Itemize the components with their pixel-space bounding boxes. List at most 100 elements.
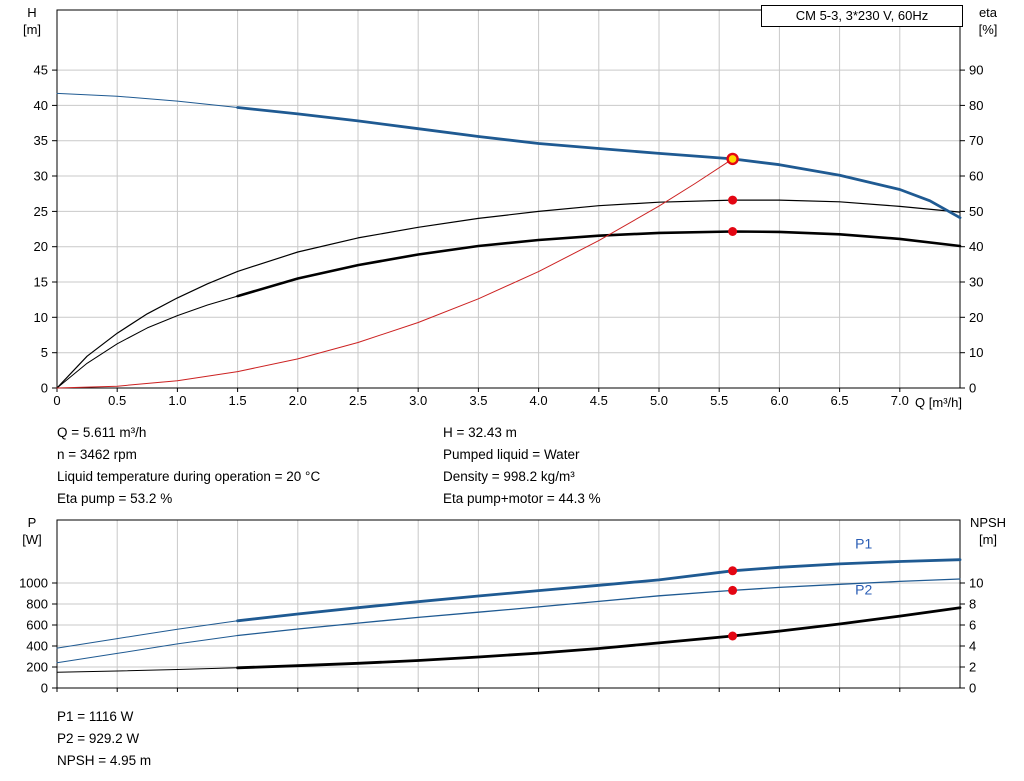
p-axis-symbol: P [27, 515, 37, 530]
info-liquid-temperature: Liquid temperature during operation = 20… [57, 469, 321, 484]
curve-system-curve [56, 158, 734, 389]
y-left-tick-label: 5 [41, 345, 48, 360]
info-density: Density = 998.2 kg/m³ [443, 469, 575, 484]
y-right-tick-label: 2 [969, 660, 976, 675]
x-tick-label: 0 [53, 393, 60, 408]
curve-p2-lead [56, 635, 239, 664]
x-tick-label: 5.0 [650, 393, 668, 408]
y-right-tick-label: 70 [969, 133, 983, 148]
marker-dot [728, 585, 738, 595]
y-left-tick-label: 15 [34, 275, 48, 290]
p-axis-unit: [W] [22, 532, 42, 547]
x-tick-label: 1.0 [168, 393, 186, 408]
x-tick-label: 7.0 [891, 393, 909, 408]
x-tick-label: 3.0 [409, 393, 427, 408]
marker-dot [728, 566, 738, 576]
curve-npsh [236, 606, 962, 670]
y-right-tick-label: 80 [969, 98, 983, 113]
q-axis-label: Q [m³/h] [915, 395, 962, 410]
plot-border [56, 9, 961, 389]
x-tick-label: 4.5 [590, 393, 608, 408]
info-pumped-liquid: Pumped liquid = Water [443, 447, 580, 462]
y-right-tick-label: 4 [969, 639, 976, 654]
y-left-tick-label: 200 [26, 660, 48, 675]
curve-hq [236, 106, 962, 220]
info-head: H = 32.43 m [443, 425, 517, 440]
curve-eta-pump-motor-lead [56, 295, 239, 389]
y-left-tick-label: 30 [34, 169, 48, 184]
y-right-tick-label: 40 [969, 239, 983, 254]
y-left-tick-label: 45 [34, 63, 48, 78]
y-left-tick-label: 40 [34, 98, 48, 113]
y-right-tick-label: 10 [969, 576, 983, 591]
y-left-tick-label: 20 [34, 239, 48, 254]
info-npsh: NPSH = 4.95 m [57, 753, 152, 768]
y-left-tick-label: 600 [26, 618, 48, 633]
p-axis-label: P [W] [12, 514, 52, 548]
head-eta-chart: 0 0.5 1.0 1.5 2.0 2.5 3.0 3.5 4.0 4.5 5.0 5.5 6.0 6.5… [34, 9, 983, 408]
y-left-tick-label: 400 [26, 639, 48, 654]
curve-eta-pump-motor [236, 230, 962, 298]
y-right-tick-label: 90 [969, 63, 983, 78]
h-axis-label: H [m] [12, 4, 52, 38]
marker-dot [728, 195, 738, 205]
curve-npsh-lead [56, 667, 239, 673]
y-left-tick-label: 1000 [19, 576, 48, 591]
y-right-tick-label: 60 [969, 169, 983, 184]
npsh-axis-label: NPSH [m] [958, 514, 1018, 548]
y-right-tick-label: 50 [969, 204, 983, 219]
duty-info-column-2: H = 32.43 m Pumped liquid = Water Densit… [443, 422, 601, 510]
y-right-tick-label: 10 [969, 345, 983, 360]
info-speed: n = 3462 rpm [57, 447, 137, 462]
info-eta-pump-motor: Eta pump+motor = 44.3 % [443, 491, 601, 506]
y-right-tick-label: 30 [969, 275, 983, 290]
y-left-tick-label: 0 [41, 381, 48, 396]
npsh-axis-unit: [m] [978, 532, 998, 547]
y-left-tick-label: 0 [41, 681, 48, 696]
curve-eta-pump [56, 199, 961, 389]
x-tick-label: 2.0 [289, 393, 307, 408]
eta-axis-symbol: eta [978, 5, 998, 20]
y-left-tick-label: 10 [34, 310, 48, 325]
npsh-axis-symbol: NPSH [969, 515, 1007, 530]
y-left-tick-label: 800 [26, 597, 48, 612]
info-flow: Q = 5.611 m³/h [57, 425, 147, 440]
curve-p1-lead [56, 620, 239, 649]
power-info-block: P1 = 1116 W P2 = 929.2 W NPSH = 4.95 m [57, 706, 151, 772]
duty-point [726, 152, 739, 166]
h-axis-unit: [m] [22, 22, 42, 37]
curve-label-p2: P2 [855, 582, 872, 598]
info-p2: P2 = 929.2 W [57, 731, 140, 746]
y-left-tick-label: 25 [34, 204, 48, 219]
x-tick-label: 2.5 [349, 393, 367, 408]
curve-p2 [236, 578, 961, 637]
h-axis-symbol: H [27, 5, 37, 20]
eta-axis-unit: [%] [978, 22, 998, 37]
info-eta-pump: Eta pump = 53.2 % [57, 491, 173, 506]
x-tick-label: 6.0 [770, 393, 788, 408]
power-npsh-chart: 0 200 400 600 800 1000 0 2 4 6 8 10 P1 P2 [19, 519, 983, 696]
x-tick-label: 6.5 [831, 393, 849, 408]
curve-hq-lead [56, 92, 239, 108]
marker-dot [728, 227, 738, 236]
x-tick-label: 3.5 [469, 393, 487, 408]
x-tick-label: 0.5 [108, 393, 126, 408]
info-p1: P1 = 1116 W [57, 709, 134, 724]
y-right-tick-label: 0 [969, 681, 976, 696]
marker-dot [728, 631, 738, 641]
y-right-tick-label: 6 [969, 618, 976, 633]
y-right-tick-label: 20 [969, 310, 983, 325]
curve-label-p1: P1 [855, 535, 872, 551]
x-tick-label: 1.5 [229, 393, 247, 408]
x-tick-label: 4.0 [530, 393, 548, 408]
curve-p1 [236, 558, 962, 623]
duty-info-column-1: Q = 5.611 m³/h n = 3462 rpm Liquid tempe… [57, 422, 320, 510]
pump-designation-box: CM 5-3, 3*230 V, 60Hz [761, 5, 963, 27]
x-tick-label: 5.5 [710, 393, 728, 408]
eta-axis-label: eta [%] [964, 4, 1012, 38]
y-right-tick-label: 0 [969, 381, 976, 396]
y-left-tick-label: 35 [34, 133, 48, 148]
y-right-tick-label: 8 [969, 597, 976, 612]
